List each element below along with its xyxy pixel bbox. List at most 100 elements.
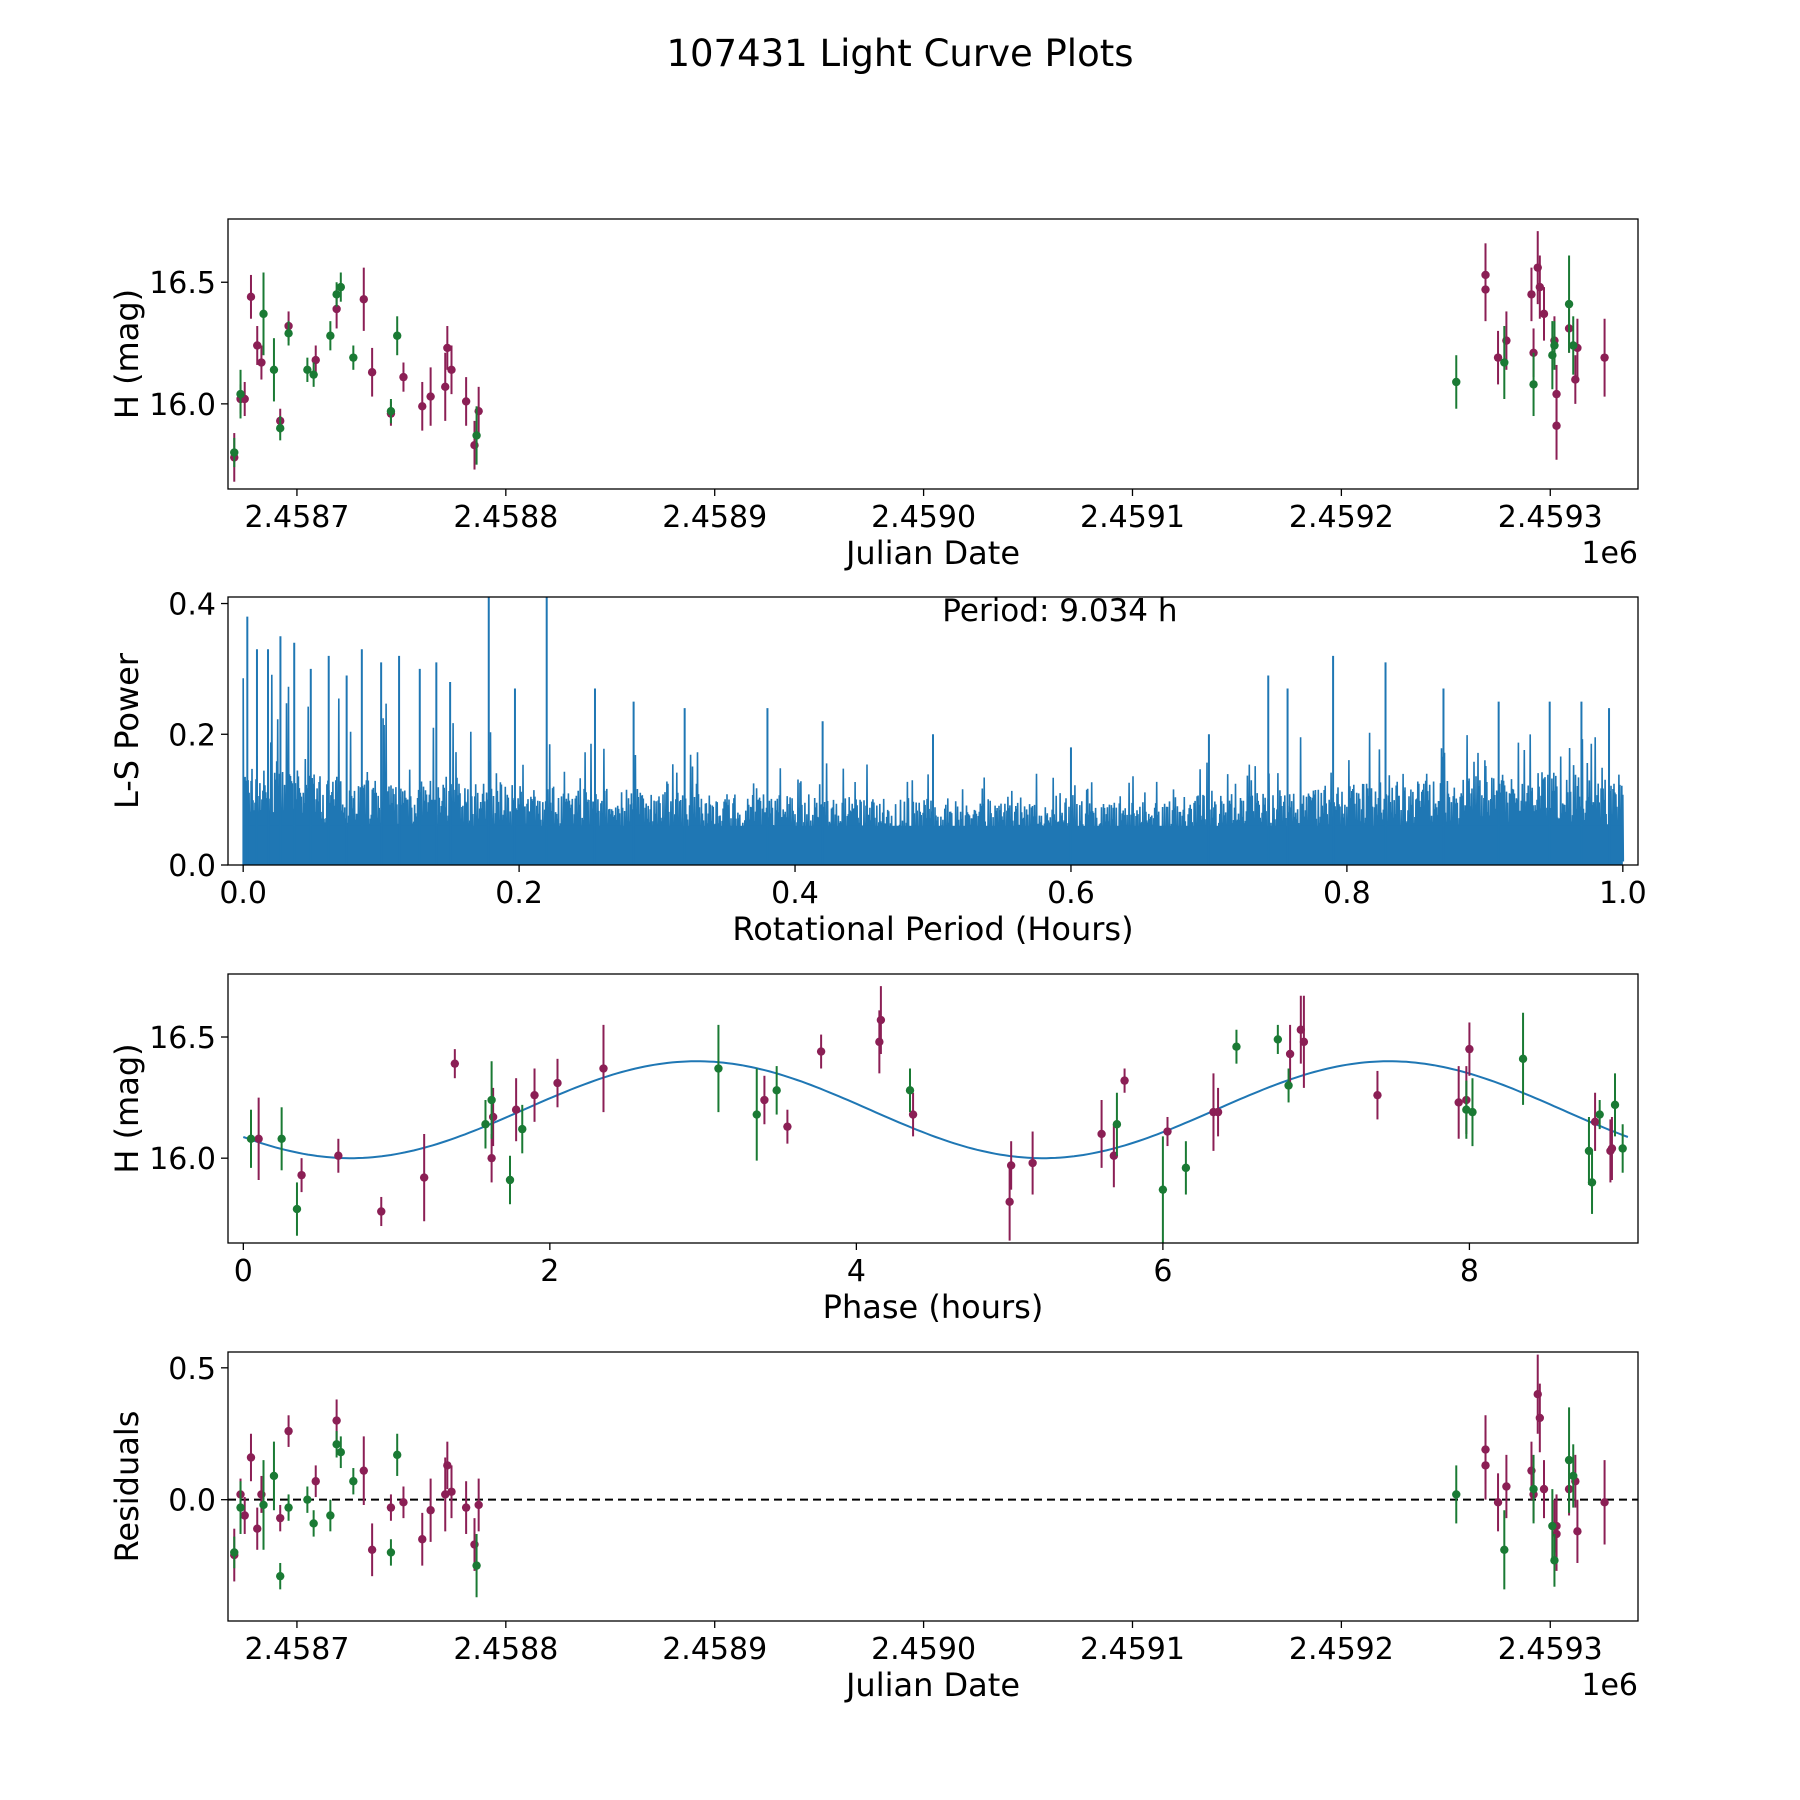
light-curve-y-ticks: 16.0 16.5 xyxy=(149,266,228,423)
phase-fold-y-tick-label: 16.0 xyxy=(149,1142,216,1177)
residuals-point-r xyxy=(367,1545,377,1554)
residuals-x-tick-label: 2.4591 xyxy=(1080,1632,1185,1667)
phase-fold-point-g xyxy=(246,1134,256,1143)
periodogram-ylabel: L-S Power xyxy=(108,652,146,809)
light-curve-point-g xyxy=(236,389,245,399)
light-curve-point-r xyxy=(1481,270,1490,280)
residuals-points xyxy=(228,1354,1638,1598)
residuals-point-r xyxy=(253,1524,262,1533)
phase-fold-point-r xyxy=(908,1110,918,1119)
residuals-x-tick-label: 2.4587 xyxy=(244,1632,349,1667)
residuals-point-g xyxy=(326,1511,335,1520)
panel-phase-fold: 16.0 16.5 0 2 4 6 8 Phase (hours) H (mag) xyxy=(108,973,1639,1326)
phase-fold-y-ticks: 16.0 16.5 xyxy=(149,1021,228,1177)
residuals-x-tick-label: 2.4590 xyxy=(871,1632,976,1667)
residuals-point-r xyxy=(1535,1413,1545,1423)
phase-fold-point-r xyxy=(377,1207,386,1216)
phase-fold-point-g xyxy=(1610,1100,1620,1110)
phase-fold-point-g xyxy=(1595,1110,1604,1119)
phase-fold-point-r xyxy=(419,1173,429,1182)
residuals-point-g xyxy=(284,1503,293,1512)
light-curve-point-g xyxy=(336,282,345,292)
light-curve-point-r xyxy=(359,295,368,304)
residuals-x-ticks: 2.4587 2.4588 2.4589 2.4590 2.4591 2.4592 2.45… xyxy=(244,1621,1603,1667)
phase-fold-point-g xyxy=(505,1175,515,1185)
light-curve-point-g xyxy=(393,331,402,340)
panel-residuals: 0.00.5 2.4587 2.4588 2.4589 2.4590 2.4591 2.4… xyxy=(108,1351,1639,1704)
residuals-point-g xyxy=(393,1450,402,1460)
light-curve-point-g xyxy=(284,329,293,338)
phase-fold-x-tick-label: 4 xyxy=(847,1254,866,1289)
light-curve-point-r xyxy=(1600,353,1609,362)
residuals-y-tick-label: 0.5 xyxy=(168,1352,216,1387)
phase-fold-point-r xyxy=(1213,1107,1223,1117)
phase-fold-point-r xyxy=(1120,1076,1129,1085)
phase-fold-point-r xyxy=(1590,1117,1600,1127)
residuals-point-r xyxy=(240,1511,249,1520)
phase-fold-xlabel: Phase (hours) xyxy=(823,1288,1044,1326)
light-curve-point-r xyxy=(443,343,452,353)
phase-fold-point-r xyxy=(1005,1197,1014,1207)
phase-fold-point-r xyxy=(1285,1049,1295,1059)
residuals-point-g xyxy=(230,1548,239,1557)
residuals-ylabel: Residuals xyxy=(108,1411,146,1563)
phase-fold-point-r xyxy=(450,1059,460,1068)
residuals-x-tick-label: 2.4592 xyxy=(1289,1632,1394,1667)
residuals-point-r xyxy=(246,1453,256,1462)
phase-fold-point-g xyxy=(1518,1054,1528,1064)
residuals-y-ticks: 0.0 0.5 xyxy=(168,1352,228,1519)
phase-fold-point-r xyxy=(334,1151,343,1160)
phase-fold-point-r xyxy=(1465,1044,1474,1054)
periodogram-x-ticks: 0.0 0.2 0.4 0.6 0.8 1.0 xyxy=(219,865,1647,911)
residuals-point-g xyxy=(303,1495,312,1504)
phase-fold-point-r xyxy=(783,1122,792,1131)
light-curve-x-ticks: 2.4587 2.4588 2.4589 2.4590 2.4591 2.4592 2.45… xyxy=(244,489,1603,535)
periodogram-y-tick-label: 0.2 xyxy=(168,718,216,753)
light-curve-point-g xyxy=(349,353,358,362)
residuals-point-g xyxy=(336,1448,345,1457)
light-curve-x-tick-label: 2.4589 xyxy=(662,500,767,535)
light-curve-point-r xyxy=(253,341,262,350)
phase-fold-point-g xyxy=(277,1134,286,1143)
residuals-point-r xyxy=(1493,1498,1503,1507)
residuals-point-r xyxy=(386,1503,396,1512)
residuals-point-r xyxy=(1502,1482,1511,1491)
periodogram-xlabel: Rotational Period (Hours) xyxy=(732,910,1133,948)
light-curve-point-g xyxy=(332,290,341,299)
residuals-x-tick-label: 2.4589 xyxy=(662,1632,767,1667)
residuals-point-g xyxy=(269,1471,279,1481)
phase-fold-x-tick-label: 2 xyxy=(540,1254,559,1289)
residuals-point-g xyxy=(1569,1471,1578,1481)
panel-light-curve: 16.016.5 2.4587 2.4588 2.4589 2.4590 2.4591 2… xyxy=(108,218,1639,572)
phase-fold-point-g xyxy=(487,1095,496,1105)
phase-fold-point-r xyxy=(1006,1161,1016,1170)
residuals-point-r xyxy=(1600,1498,1609,1507)
light-curve-x-tick-label: 2.4588 xyxy=(453,500,558,535)
light-curve-x-tick-label: 2.4590 xyxy=(871,500,976,535)
periodogram-axes-frame xyxy=(227,596,1639,866)
phase-fold-point-r xyxy=(876,1015,886,1025)
light-curve-point-g xyxy=(1569,341,1578,350)
residuals-y-tick-label: 0.0 xyxy=(168,1484,216,1519)
light-curve-point-r xyxy=(1552,389,1561,399)
residuals-xlabel: Julian Date xyxy=(844,1666,1020,1704)
residuals-point-r xyxy=(284,1426,293,1436)
periodogram-y-tick-label: 0.0 xyxy=(168,849,216,884)
phase-fold-point-r xyxy=(553,1078,562,1088)
phase-fold-points xyxy=(242,986,1629,1243)
phase-fold-point-r xyxy=(760,1095,769,1105)
residuals-point-g xyxy=(236,1503,245,1512)
residuals-point-r xyxy=(447,1487,456,1496)
phase-fold-x-tick-label: 0 xyxy=(234,1254,253,1289)
residuals-point-g xyxy=(332,1440,341,1449)
light-curve-point-g xyxy=(276,423,285,433)
residuals-point-g xyxy=(1529,1484,1538,1494)
light-curve-point-r xyxy=(426,392,435,401)
residuals-point-r xyxy=(332,1416,341,1425)
light-curve-point-r xyxy=(311,355,320,365)
phase-fold-point-g xyxy=(752,1110,761,1119)
light-curve-point-g xyxy=(309,370,318,379)
residuals-point-g xyxy=(1500,1545,1509,1554)
phase-fold-point-g xyxy=(292,1204,302,1214)
residuals-point-r xyxy=(426,1506,435,1515)
